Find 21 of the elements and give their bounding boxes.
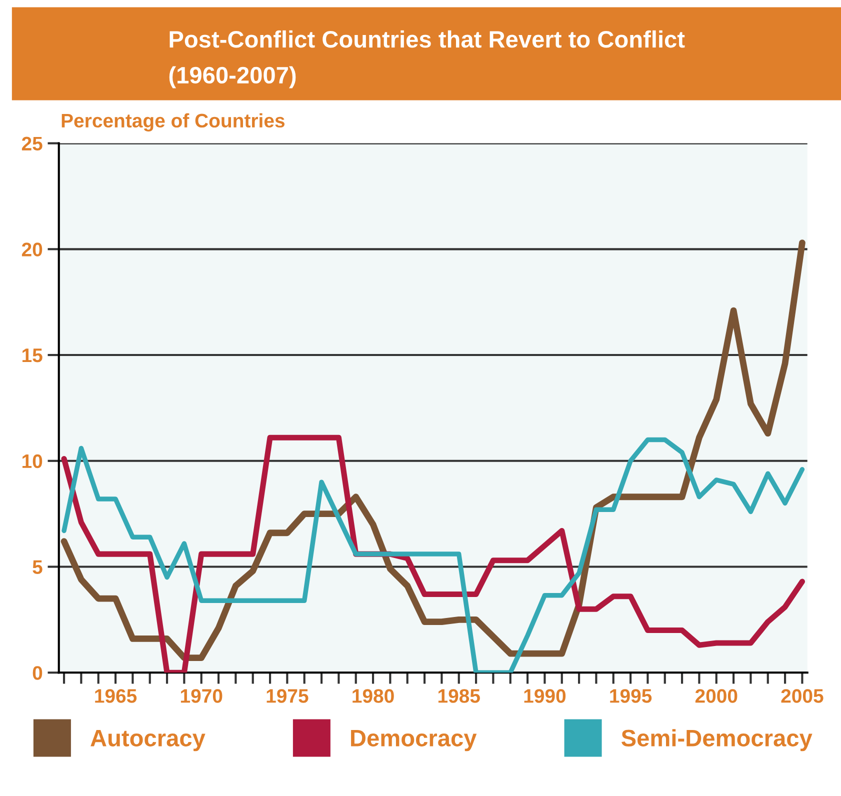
y-tick-label: 25 bbox=[22, 136, 42, 151]
x-tick-label: 2005 bbox=[781, 689, 824, 703]
y-tick-label: 20 bbox=[22, 242, 42, 256]
x-tick-label: 2000 bbox=[695, 689, 738, 703]
legend-label: Democracy bbox=[351, 730, 477, 752]
legend-label: Semi-Democracy bbox=[621, 729, 812, 752]
x-tick-label: 1980 bbox=[352, 689, 394, 703]
y-tick-label: 15 bbox=[22, 348, 42, 362]
x-tick-label: 1975 bbox=[266, 689, 308, 703]
y-tick-label: 10 bbox=[22, 454, 42, 468]
y-tick-label: 5 bbox=[32, 560, 42, 574]
y-tick-label: 0 bbox=[32, 666, 42, 680]
chart-title: Post-Conflict Countries that Revert to Conflict bbox=[170, 30, 685, 48]
legend-label: Autocracy bbox=[90, 730, 206, 752]
y-axis-title: Percentage of Countries bbox=[62, 113, 284, 132]
x-tick-label: 1965 bbox=[95, 689, 137, 703]
x-tick-label: 1990 bbox=[524, 689, 566, 703]
x-tick-label: 1995 bbox=[610, 689, 652, 703]
x-tick-label: 1970 bbox=[180, 689, 222, 703]
x-tick-label: 1985 bbox=[438, 689, 480, 703]
chart-subtitle: (1960-2007) bbox=[169, 66, 296, 88]
